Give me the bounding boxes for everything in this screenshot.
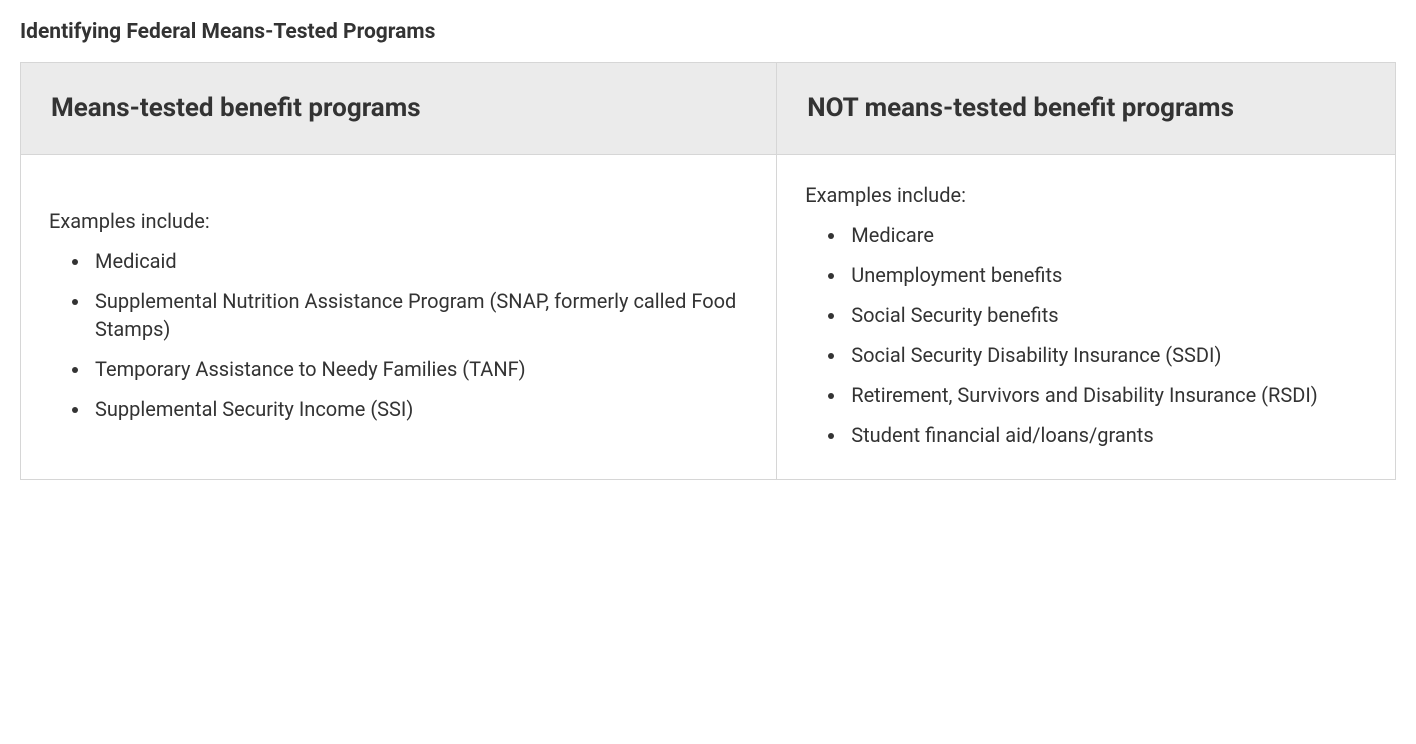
- cell-means-tested: Examples include: Medicaid Supplemental …: [21, 155, 777, 480]
- list-not-means-tested: Medicare Unemployment benefits Social Se…: [805, 221, 1367, 449]
- intro-text-right: Examples include:: [805, 181, 1367, 209]
- column-header-means-tested: Means-tested benefit programs: [21, 63, 777, 155]
- list-item: Medicare: [847, 221, 1367, 249]
- list-item: Social Security Disability Insurance (SS…: [847, 341, 1367, 369]
- list-item: Temporary Assistance to Needy Families (…: [91, 355, 748, 383]
- list-item: Retirement, Survivors and Disability Ins…: [847, 381, 1367, 409]
- list-means-tested: Medicaid Supplemental Nutrition Assistan…: [49, 247, 748, 423]
- intro-text-left: Examples include:: [49, 207, 748, 235]
- list-item: Medicaid: [91, 247, 748, 275]
- programs-table: Means-tested benefit programs NOT means-…: [20, 62, 1396, 480]
- list-item: Social Security benefits: [847, 301, 1367, 329]
- column-header-not-means-tested: NOT means-tested benefit programs: [777, 63, 1396, 155]
- list-item: Supplemental Security Income (SSI): [91, 395, 748, 423]
- page-title: Identifying Federal Means-Tested Program…: [20, 20, 1396, 44]
- list-item: Supplemental Nutrition Assistance Progra…: [91, 287, 748, 343]
- list-item: Student financial aid/loans/grants: [847, 421, 1367, 449]
- list-item: Unemployment benefits: [847, 261, 1367, 289]
- cell-not-means-tested: Examples include: Medicare Unemployment …: [777, 155, 1396, 480]
